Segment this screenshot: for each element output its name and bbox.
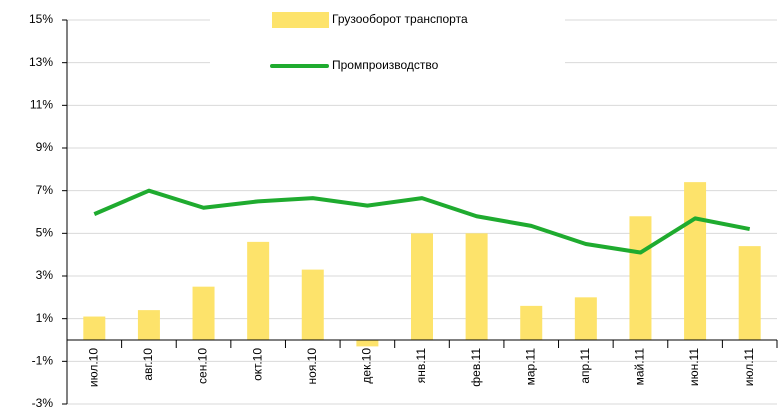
bar <box>83 316 106 340</box>
legend-label: Грузооборот транспорта <box>332 12 468 26</box>
y-tick-label: 7% <box>36 183 54 197</box>
bar <box>411 233 433 340</box>
legend-swatch <box>272 12 329 28</box>
x-tick-label: мар.11 <box>523 348 537 386</box>
y-tick-label: 5% <box>36 226 54 240</box>
bar <box>465 233 488 340</box>
bar <box>301 269 324 340</box>
x-tick-label: июн.11 <box>687 348 701 386</box>
x-tick-label: ноя.10 <box>305 348 319 385</box>
bar <box>192 286 215 340</box>
bar <box>684 182 707 340</box>
bar <box>520 305 543 340</box>
x-tick-label: фев.11 <box>469 348 483 387</box>
x-tick-label: авг.10 <box>141 348 155 381</box>
legend-background <box>210 6 565 78</box>
y-tick-label: 13% <box>29 55 53 69</box>
bar <box>738 246 761 340</box>
bar <box>574 297 597 340</box>
x-tick-label: июл.11 <box>742 348 756 387</box>
y-tick-label: 3% <box>36 268 54 282</box>
bar <box>356 340 379 347</box>
line-series <box>93 188 751 255</box>
y-tick-label: 15% <box>29 12 53 26</box>
x-tick-label: дек.10 <box>360 348 374 384</box>
x-tick-label: июл.10 <box>86 348 100 387</box>
x-tick-label: янв.11 <box>414 348 428 384</box>
y-tick-label: -1% <box>32 354 54 368</box>
legend-label: Промпроизводство <box>332 58 439 72</box>
bar <box>247 241 270 340</box>
bar <box>629 216 652 340</box>
x-tick-label: сен.10 <box>196 348 210 384</box>
y-tick-label: 1% <box>36 311 54 325</box>
x-tick-label: апр.11 <box>578 348 592 384</box>
x-tick-label: май.11 <box>633 348 647 386</box>
x-tick-label: окт.10 <box>250 348 264 381</box>
y-tick-label: 11% <box>30 98 53 112</box>
bar <box>137 310 160 340</box>
y-tick-label: -3% <box>32 396 54 408</box>
y-tick-label: 9% <box>36 140 54 154</box>
